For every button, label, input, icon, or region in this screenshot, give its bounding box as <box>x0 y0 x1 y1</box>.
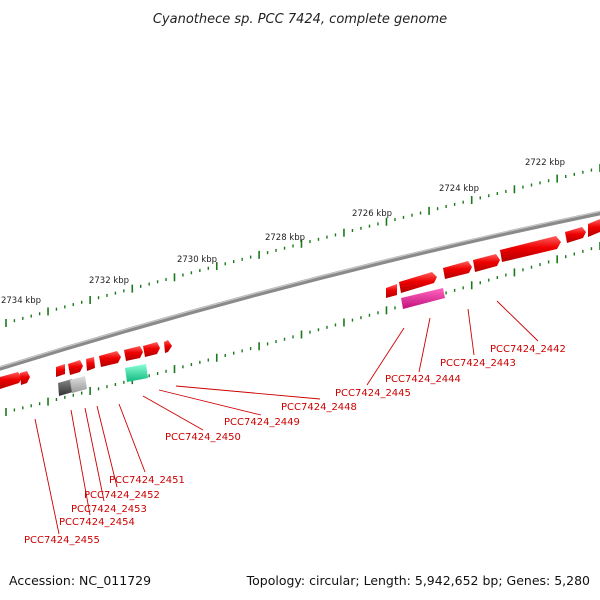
gene-arrow[interactable] <box>56 364 65 377</box>
genome-backbone <box>0 210 600 371</box>
gene-arrow[interactable] <box>164 340 172 353</box>
leader-line <box>118 403 146 473</box>
leader-line <box>34 418 60 535</box>
kbp-label: 2724 kbp <box>439 184 479 194</box>
leader-line <box>366 327 405 386</box>
kbp-label: 2730 kbp <box>177 255 217 265</box>
gene-label[interactable]: PCC7424_2444 <box>385 374 461 385</box>
gene-label[interactable]: PCC7424_2454 <box>59 517 135 528</box>
gene-label[interactable]: PCC7424_2449 <box>224 417 300 428</box>
leader-line <box>496 300 539 342</box>
gene-box[interactable] <box>401 288 445 309</box>
gene-box[interactable] <box>70 376 87 393</box>
leader-line <box>70 409 91 516</box>
gene-label[interactable]: PCC7424_2451 <box>109 475 185 486</box>
gene-label[interactable]: PCC7424_2442 <box>490 344 566 355</box>
gene-features-right[interactable] <box>386 219 600 309</box>
gene-arrow[interactable] <box>588 219 600 237</box>
gene-arrow[interactable] <box>386 284 397 298</box>
gene-arrow[interactable] <box>399 272 437 293</box>
gene-arrow[interactable] <box>473 254 500 272</box>
leader-line <box>467 308 475 356</box>
leader-line <box>175 385 321 400</box>
leader-line <box>142 395 204 431</box>
gene-features-left[interactable] <box>0 340 172 396</box>
label-leader-lines <box>34 300 539 535</box>
leader-line <box>418 317 431 373</box>
leader-line <box>96 405 118 488</box>
kbp-label: 2722 kbp <box>525 158 565 168</box>
gene-arrow[interactable] <box>143 342 160 357</box>
topology-text: Topology: circular; Length: 5,942,652 bp… <box>246 573 590 588</box>
gene-arrow[interactable] <box>443 261 472 279</box>
gene-label[interactable]: PCC7424_2450 <box>165 432 241 443</box>
leader-line <box>84 407 105 502</box>
gene-arrow[interactable] <box>500 236 561 262</box>
outer-scale-ticks <box>5 164 600 327</box>
map-title: Cyanothece sp. PCC 7424, complete genome <box>153 12 447 27</box>
gene-arrow[interactable] <box>20 371 30 385</box>
kbp-scale-labels: 2722 kbp 2724 kbp 2726 kbp 2728 kbp 2730… <box>1 158 565 306</box>
gene-arrow[interactable] <box>565 227 586 243</box>
gene-label[interactable]: PCC7424_2453 <box>71 504 147 515</box>
gene-name-labels: PCC7424_2442 PCC7424_2443 PCC7424_2444 P… <box>24 344 566 546</box>
kbp-label: 2726 kbp <box>352 209 392 219</box>
genome-backbone-highlight <box>0 210 600 368</box>
gene-arrow[interactable] <box>68 360 83 375</box>
gene-label[interactable]: PCC7424_2443 <box>440 358 516 369</box>
inner-scale-ticks <box>5 242 600 416</box>
gene-label[interactable]: PCC7424_2448 <box>281 402 357 413</box>
gene-box[interactable] <box>58 379 73 396</box>
leader-line <box>158 389 262 416</box>
gene-label[interactable]: PCC7424_2445 <box>335 388 411 399</box>
gene-arrow[interactable] <box>0 372 22 389</box>
gene-label[interactable]: PCC7424_2455 <box>24 535 100 546</box>
gene-box[interactable] <box>125 364 148 382</box>
gene-label[interactable]: PCC7424_2452 <box>84 490 160 501</box>
gene-arrow[interactable] <box>86 357 95 371</box>
gene-arrow[interactable] <box>99 351 121 367</box>
kbp-label: 2734 kbp <box>1 296 41 306</box>
kbp-label: 2728 kbp <box>265 233 305 243</box>
kbp-label: 2732 kbp <box>89 276 129 286</box>
accession-text: Accession: NC_011729 <box>9 573 151 588</box>
gene-arrow[interactable] <box>124 346 143 361</box>
